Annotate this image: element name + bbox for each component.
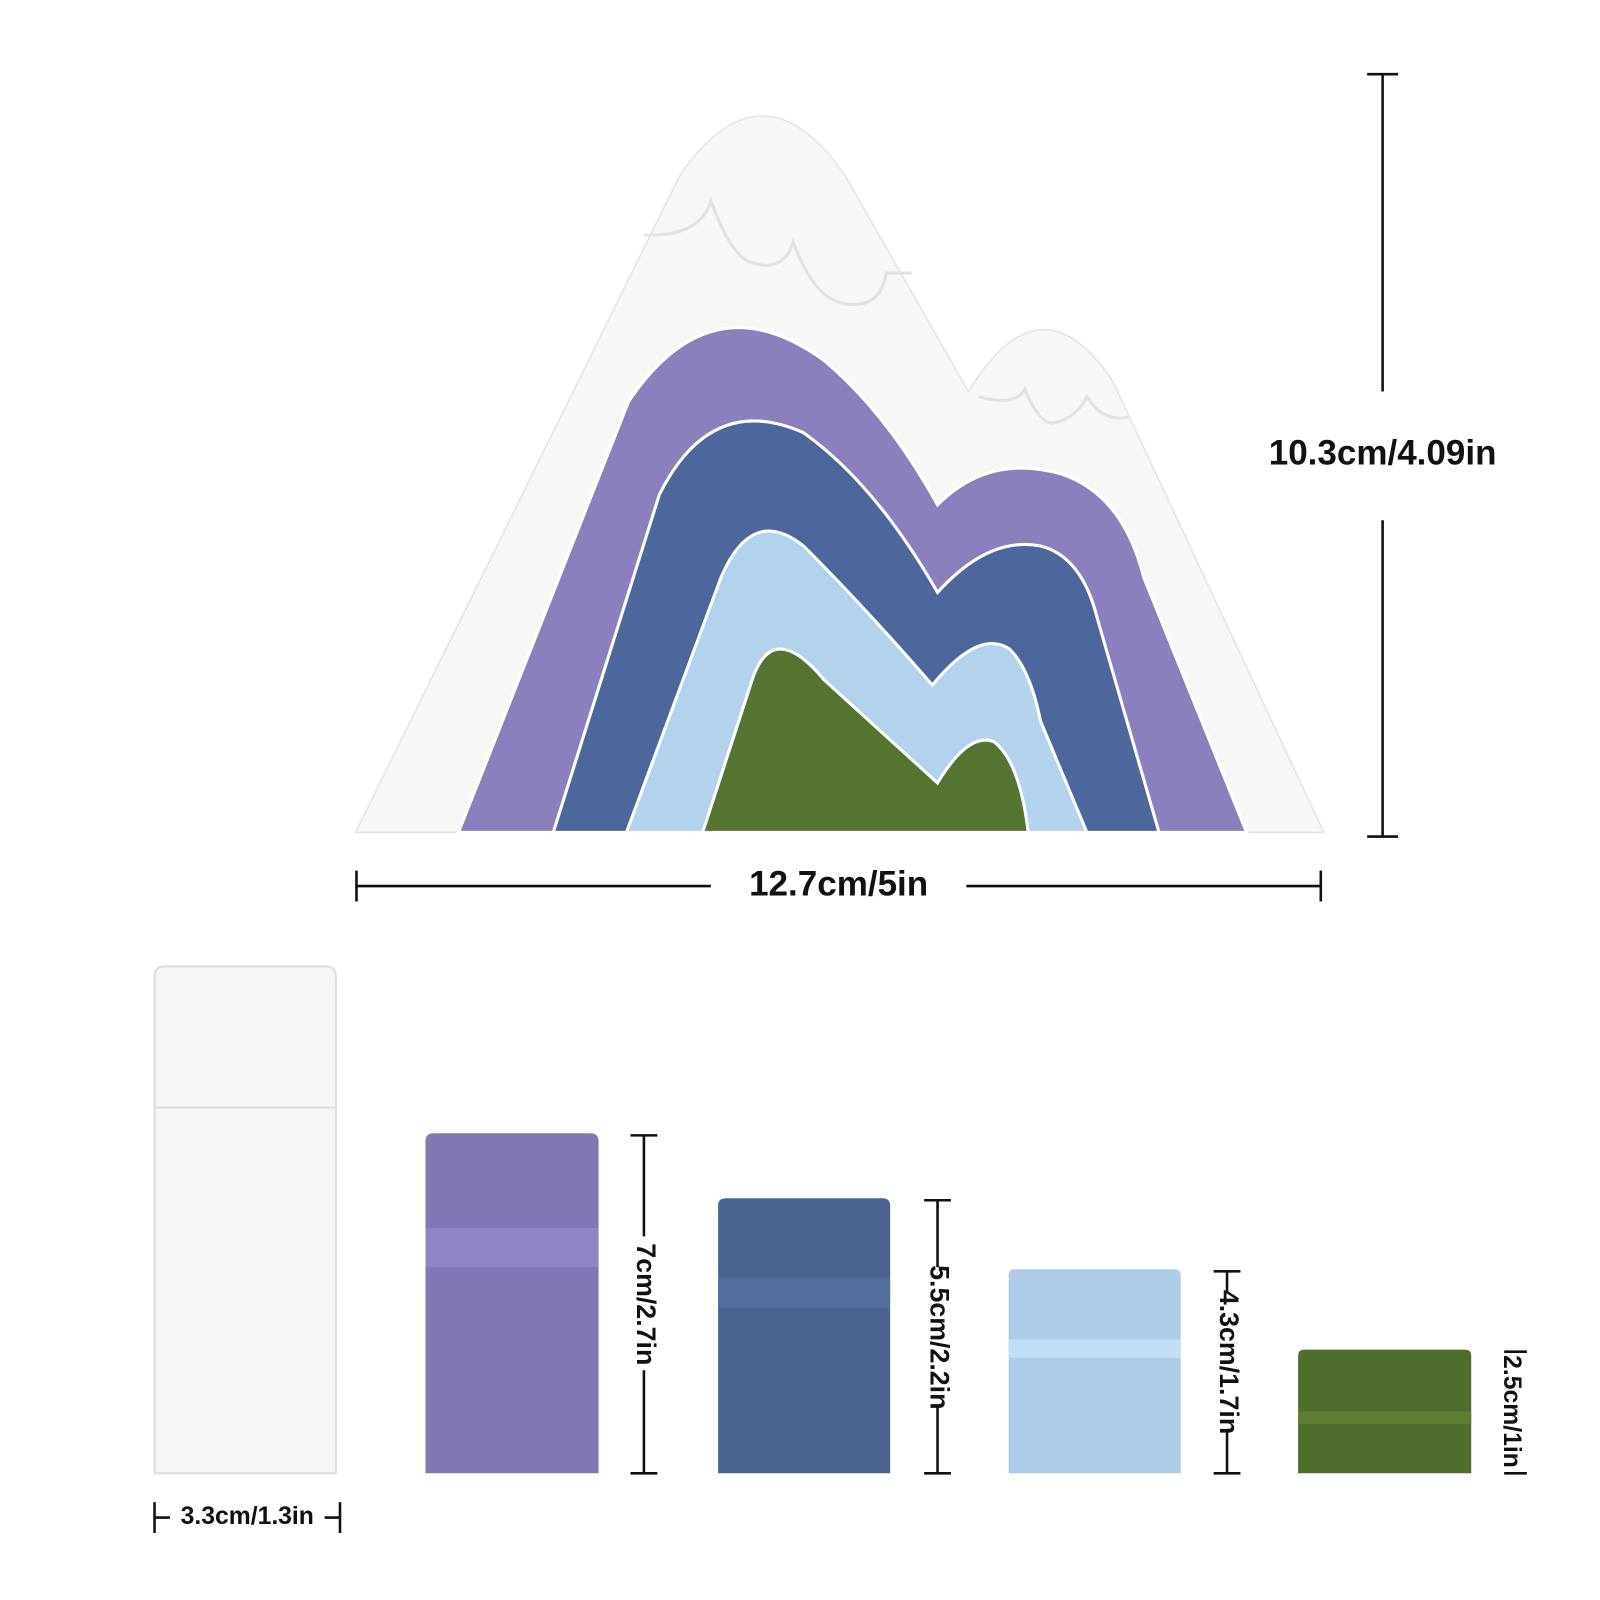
height-label: 10.3cm/4.09in	[1269, 434, 1497, 473]
fold	[1298, 1411, 1472, 1424]
light-blue-piece	[1008, 1269, 1181, 1474]
dimension-line	[1367, 72, 1399, 838]
piece-label: 2.5cm/1in	[1498, 1355, 1525, 1468]
dimension-line	[1504, 1350, 1527, 1475]
purple-piece	[425, 1133, 599, 1474]
width-label: 12.7cm/5in	[749, 864, 928, 903]
piece-label: 4.3cm/1.7in	[1214, 1290, 1244, 1434]
width-dimension: 12.7cm/5in	[355, 864, 1323, 903]
dimension-line	[1213, 1270, 1241, 1475]
fold	[1008, 1339, 1181, 1358]
fold	[718, 1277, 891, 1309]
piece-label: 5.5cm/2.2in	[924, 1265, 954, 1409]
snow-line	[643, 195, 912, 307]
mountain-stack	[354, 115, 1326, 834]
height-dimension: 10.3cm/4.09in	[1269, 72, 1497, 838]
fold	[425, 1228, 599, 1268]
dimension-line	[355, 870, 1323, 902]
dimension-line	[630, 1134, 658, 1475]
white-piece	[153, 965, 337, 1475]
dimension-line	[924, 1198, 951, 1475]
dimension-line	[153, 1502, 342, 1534]
piece-label: 7cm/2.7in	[631, 1243, 661, 1365]
piece-label: 3.3cm/1.3in	[181, 1503, 314, 1530]
green-layer	[700, 647, 1030, 834]
snow-line-small	[978, 385, 1129, 425]
blue-piece	[718, 1198, 891, 1474]
pieces: 3.3cm/1.3in 7cm/2.7in 5.5cm/2.2in 4.3cm/…	[153, 965, 1527, 1534]
